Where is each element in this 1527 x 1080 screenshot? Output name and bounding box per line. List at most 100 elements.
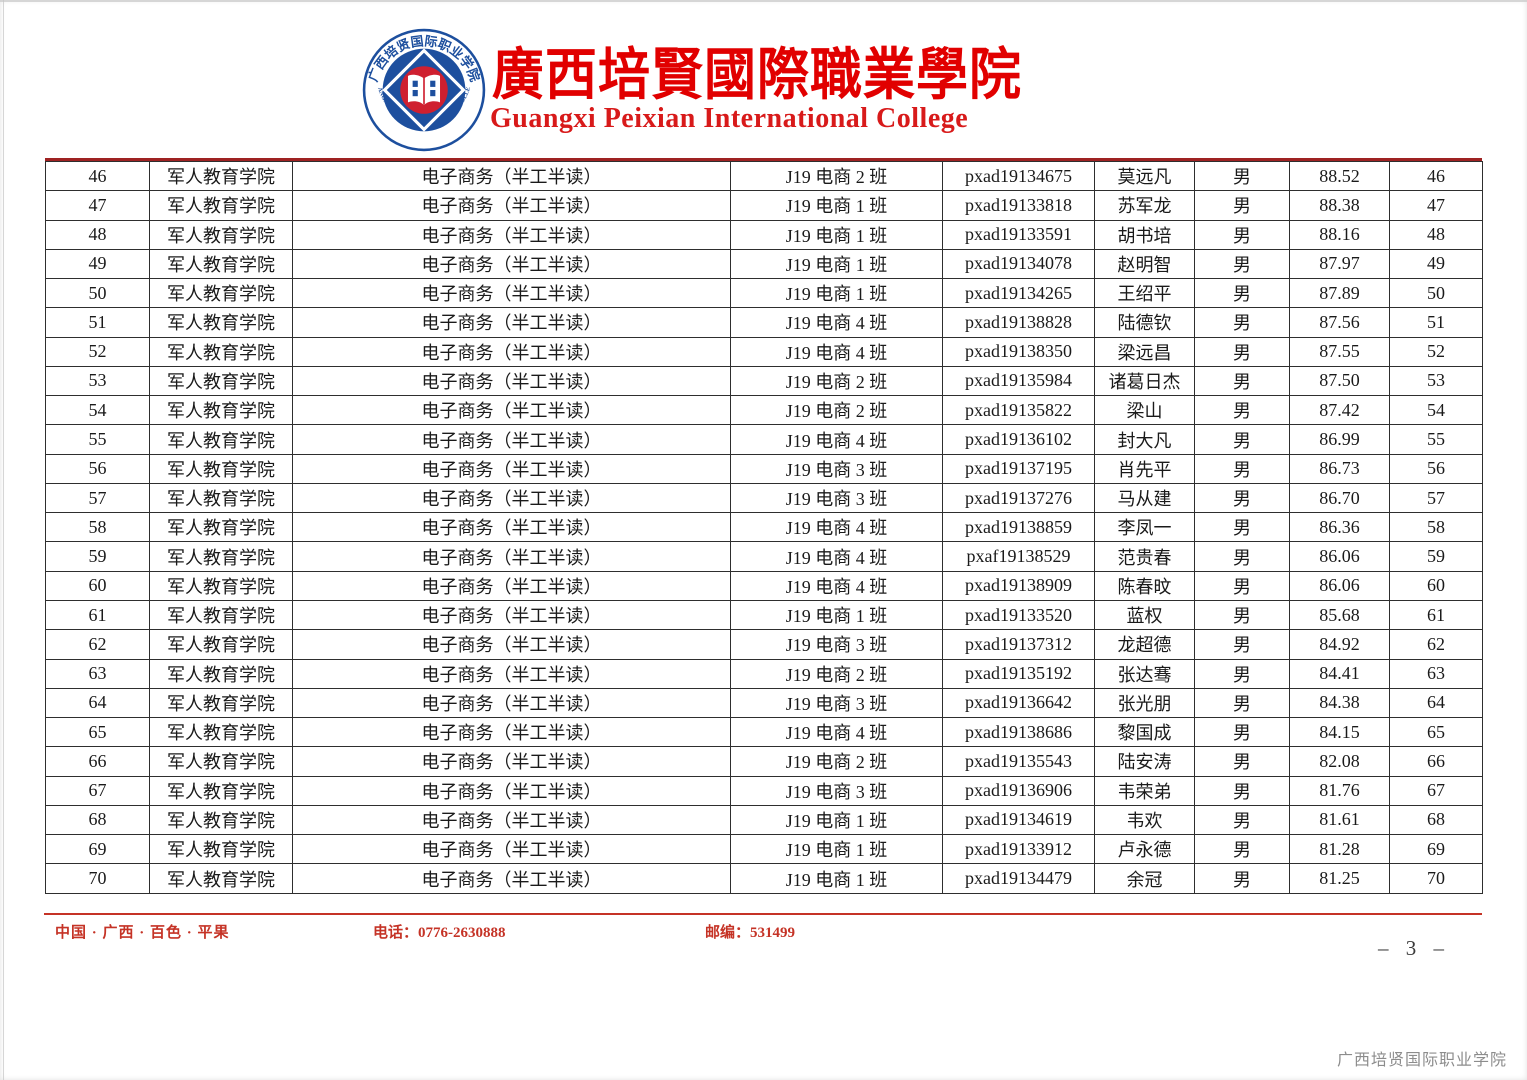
table-row: 68 军人教育学院 电子商务（半工半读） J19 电商 1 班 pxad19134619…	[45, 804, 1483, 836]
cell-rank: 68	[45, 804, 150, 836]
cell-gender: 男	[1194, 482, 1290, 514]
cell-rank: 47	[45, 190, 150, 221]
cell-order: 46	[1389, 160, 1483, 192]
open-book-icon	[407, 74, 441, 105]
cell-order: 49	[1389, 248, 1483, 280]
cell-college: 军人教育学院	[149, 804, 293, 836]
cell-order: 62	[1389, 629, 1483, 660]
cell-order: 53	[1389, 365, 1483, 397]
cell-major: 电子商务（半工半读）	[292, 278, 731, 309]
cell-student_id: pxad19136906	[942, 775, 1095, 806]
cell-rank: 63	[45, 658, 150, 689]
cell-college: 军人教育学院	[149, 336, 293, 367]
cell-class: J19 电商 2 班	[730, 160, 943, 192]
cell-gender: 男	[1194, 190, 1290, 221]
cell-rank: 70	[45, 863, 150, 894]
cell-college: 军人教育学院	[149, 629, 293, 660]
cell-name: 肖先平	[1094, 453, 1195, 484]
cell-class: J19 电商 3 班	[730, 482, 943, 514]
cell-name: 陆安涛	[1094, 746, 1195, 777]
cell-rank: 49	[45, 248, 150, 280]
cell-rank: 54	[45, 395, 150, 426]
cell-major: 电子商务（半工半读）	[292, 746, 731, 777]
cell-score: 81.76	[1289, 775, 1390, 806]
cell-class: J19 电商 3 班	[730, 453, 943, 484]
cell-order: 64	[1389, 687, 1483, 719]
college-name-en: Guangxi Peixian International College	[490, 103, 969, 134]
cell-college: 军人教育学院	[149, 658, 293, 689]
cell-college: 军人教育学院	[149, 307, 293, 338]
cell-score: 84.92	[1289, 629, 1390, 660]
college-name-zh: 廣西培賢國際職業學院	[492, 45, 1023, 107]
cell-major: 电子商务（半工半读）	[292, 804, 731, 836]
cell-gender: 男	[1194, 278, 1290, 309]
cell-major: 电子商务（半工半读）	[292, 834, 731, 865]
cell-major: 电子商务（半工半读）	[292, 307, 731, 338]
table-row: 62 军人教育学院 电子商务（半工半读） J19 电商 3 班 pxad19137312…	[45, 629, 1483, 660]
cell-gender: 男	[1194, 219, 1290, 250]
table-row: 48 军人教育学院 电子商务（半工半读） J19 电商 1 班 pxad19133591…	[45, 219, 1483, 250]
cell-major: 电子商务（半工半读）	[292, 687, 731, 719]
cell-student_id: pxad19134265	[942, 278, 1095, 309]
cell-major: 电子商务（半工半读）	[292, 775, 731, 806]
cell-name: 黎国成	[1094, 717, 1195, 748]
cell-order: 57	[1389, 482, 1483, 514]
cell-class: J19 电商 4 班	[730, 570, 943, 601]
cell-order: 65	[1389, 717, 1483, 748]
cell-order: 61	[1389, 599, 1483, 631]
table-row: 61 军人教育学院 电子商务（半工半读） J19 电商 1 班 pxad19133520…	[45, 599, 1483, 631]
cell-student_id: pxad19135822	[942, 395, 1095, 426]
cell-college: 军人教育学院	[149, 365, 293, 397]
cell-gender: 男	[1194, 629, 1290, 660]
cell-rank: 66	[45, 746, 150, 777]
table-row: 60 军人教育学院 电子商务（半工半读） J19 电商 4 班 pxad19138909…	[45, 570, 1483, 601]
table-row: 66 军人教育学院 电子商务（半工半读） J19 电商 2 班 pxad19135543…	[45, 746, 1483, 777]
table-row: 47 军人教育学院 电子商务（半工半读） J19 电商 1 班 pxad19133818…	[45, 190, 1483, 221]
cell-major: 电子商务（半工半读）	[292, 219, 731, 250]
cell-college: 军人教育学院	[149, 424, 293, 455]
footer: 中国 · 广西 · 百色 · 平果 电话：0776-2630888 邮编：531…	[0, 921, 1527, 943]
cell-college: 军人教育学院	[149, 746, 293, 777]
cell-rank: 55	[45, 424, 150, 455]
cell-score: 88.52	[1289, 160, 1390, 192]
cell-gender: 男	[1194, 365, 1290, 397]
table-row: 49 军人教育学院 电子商务（半工半读） J19 电商 1 班 pxad19134078…	[45, 248, 1483, 280]
table-row: 54 军人教育学院 电子商务（半工半读） J19 电商 2 班 pxad19135822…	[45, 395, 1483, 426]
footer-address: 中国 · 广西 · 百色 · 平果	[55, 925, 230, 941]
cell-score: 86.99	[1289, 424, 1390, 455]
cell-score: 84.41	[1289, 658, 1390, 689]
cell-college: 军人教育学院	[149, 395, 293, 426]
cell-rank: 48	[45, 219, 150, 250]
cell-major: 电子商务（半工半读）	[292, 482, 731, 514]
cell-name: 封大凡	[1094, 424, 1195, 455]
cell-score: 87.89	[1289, 278, 1390, 309]
cell-score: 85.68	[1289, 599, 1390, 631]
cell-order: 56	[1389, 453, 1483, 484]
cell-college: 军人教育学院	[149, 482, 293, 514]
cell-order: 66	[1389, 746, 1483, 777]
table-row: 53 军人教育学院 电子商务（半工半读） J19 电商 2 班 pxad19135984…	[45, 365, 1483, 397]
cell-score: 81.28	[1289, 834, 1390, 865]
cell-class: J19 电商 4 班	[730, 307, 943, 338]
cell-score: 82.08	[1289, 746, 1390, 777]
cell-gender: 男	[1194, 336, 1290, 367]
cell-score: 84.38	[1289, 687, 1390, 719]
cell-major: 电子商务（半工半读）	[292, 658, 731, 689]
ranking-table: 46 军人教育学院 电子商务（半工半读） J19 电商 2 班 pxad19134675…	[45, 158, 1483, 894]
cell-name: 陈春旼	[1094, 570, 1195, 601]
cell-score: 81.61	[1289, 804, 1390, 836]
cell-score: 87.50	[1289, 365, 1390, 397]
table-row: 51 军人教育学院 电子商务（半工半读） J19 电商 4 班 pxad19138828…	[45, 307, 1483, 338]
table-row: 50 军人教育学院 电子商务（半工半读） J19 电商 1 班 pxad19134265…	[45, 278, 1483, 309]
cell-gender: 男	[1194, 541, 1290, 572]
table-row: 64 军人教育学院 电子商务（半工半读） J19 电商 3 班 pxad19136642…	[45, 687, 1483, 719]
cell-class: J19 电商 1 班	[730, 804, 943, 836]
cell-student_id: pxaf19138529	[942, 541, 1095, 572]
cell-order: 68	[1389, 804, 1483, 836]
cell-class: J19 电商 1 班	[730, 278, 943, 309]
cell-major: 电子商务（半工半读）	[292, 453, 731, 484]
cell-order: 52	[1389, 336, 1483, 367]
cell-student_id: pxad19135984	[942, 365, 1095, 397]
cell-college: 军人教育学院	[149, 219, 293, 250]
table-row: 58 军人教育学院 电子商务（半工半读） J19 电商 4 班 pxad19138859…	[45, 512, 1483, 543]
